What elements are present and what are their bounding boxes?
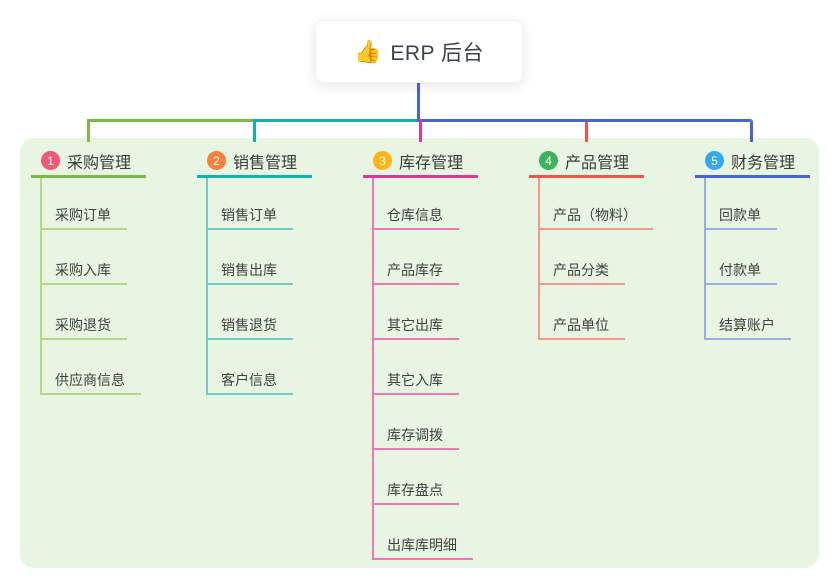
child-node-label: 库存调拨 (387, 427, 443, 443)
branch-node-5[interactable]: 5 财务管理 (695, 146, 810, 178)
child-node[interactable]: 采购入库 (40, 260, 127, 285)
child-node-label: 出库库明细 (387, 537, 457, 553)
branch-children-connector (40, 178, 42, 395)
branch-children-connector (538, 178, 540, 340)
branch-number-badge: 1 (41, 151, 60, 170)
mindmap-background-panel (20, 138, 819, 568)
branch-node-2[interactable]: 2 销售管理 (197, 146, 312, 178)
child-node-label: 销售订单 (221, 207, 277, 223)
child-node[interactable]: 结算账户 (704, 315, 791, 340)
child-node[interactable]: 库存调拨 (372, 425, 459, 450)
child-node-label: 客户信息 (221, 372, 277, 388)
child-node[interactable]: 产品库存 (372, 260, 459, 285)
branch-node-label: 销售管理 (233, 154, 298, 172)
child-node-label: 产品分类 (553, 262, 609, 278)
child-node-label: 回款单 (719, 207, 761, 223)
child-node[interactable]: 客户信息 (206, 370, 293, 395)
branch-node-label: 产品管理 (565, 154, 630, 172)
child-node-label: 产品单位 (553, 317, 609, 333)
child-node[interactable]: 供应商信息 (40, 370, 141, 395)
child-node-label: 库存盘点 (387, 482, 443, 498)
root-node[interactable]: 👍 ERP 后台 (315, 20, 523, 83)
child-node[interactable]: 库存盘点 (372, 480, 459, 505)
root-node-label: ERP 后台 (390, 41, 485, 65)
child-node[interactable]: 付款单 (704, 260, 777, 285)
child-node-label: 销售退货 (221, 317, 277, 333)
child-node-label: 其它出库 (387, 317, 443, 333)
child-node-label: 销售出库 (221, 262, 277, 278)
branch-number-badge: 4 (539, 151, 558, 170)
branch-number-badge: 2 (207, 151, 226, 170)
child-node-label: 付款单 (719, 262, 761, 278)
child-node[interactable]: 销售出库 (206, 260, 293, 285)
child-node-label: 产品库存 (387, 262, 443, 278)
child-node-label: 采购退货 (55, 317, 111, 333)
child-node[interactable]: 出库库明细 (372, 535, 473, 560)
branch-node-label: 财务管理 (731, 154, 796, 172)
branch-node-label: 库存管理 (399, 154, 464, 172)
branch-node-label: 采购管理 (67, 154, 132, 172)
child-node-label: 产品（物料） (553, 207, 637, 223)
child-node-label: 采购订单 (55, 207, 111, 223)
child-node-label: 采购入库 (55, 262, 111, 278)
child-node-label: 结算账户 (719, 317, 775, 333)
branch-children-connector (704, 178, 706, 340)
child-node[interactable]: 产品单位 (538, 315, 625, 340)
child-node[interactable]: 销售退货 (206, 315, 293, 340)
branch-node-3[interactable]: 3 库存管理 (363, 146, 478, 178)
branch-children-connector (372, 178, 374, 560)
child-node[interactable]: 其它出库 (372, 315, 459, 340)
branch-node-4[interactable]: 4 产品管理 (529, 146, 644, 178)
child-node-label: 仓库信息 (387, 207, 443, 223)
child-node[interactable]: 其它入库 (372, 370, 459, 395)
branch-node-1[interactable]: 1 采购管理 (31, 146, 146, 178)
child-node[interactable]: 仓库信息 (372, 205, 459, 230)
branch-number-badge: 5 (705, 151, 724, 170)
branch-number-badge: 3 (373, 151, 392, 170)
child-node[interactable]: 采购订单 (40, 205, 127, 230)
child-node[interactable]: 采购退货 (40, 315, 127, 340)
child-node[interactable]: 回款单 (704, 205, 777, 230)
child-node[interactable]: 销售订单 (206, 205, 293, 230)
child-node[interactable]: 产品分类 (538, 260, 625, 285)
child-node-label: 其它入库 (387, 372, 443, 388)
child-node-label: 供应商信息 (55, 372, 125, 388)
thumbs-up-icon: 👍 (353, 38, 382, 64)
child-node[interactable]: 产品（物料） (538, 205, 653, 230)
branch-children-connector (206, 178, 208, 395)
